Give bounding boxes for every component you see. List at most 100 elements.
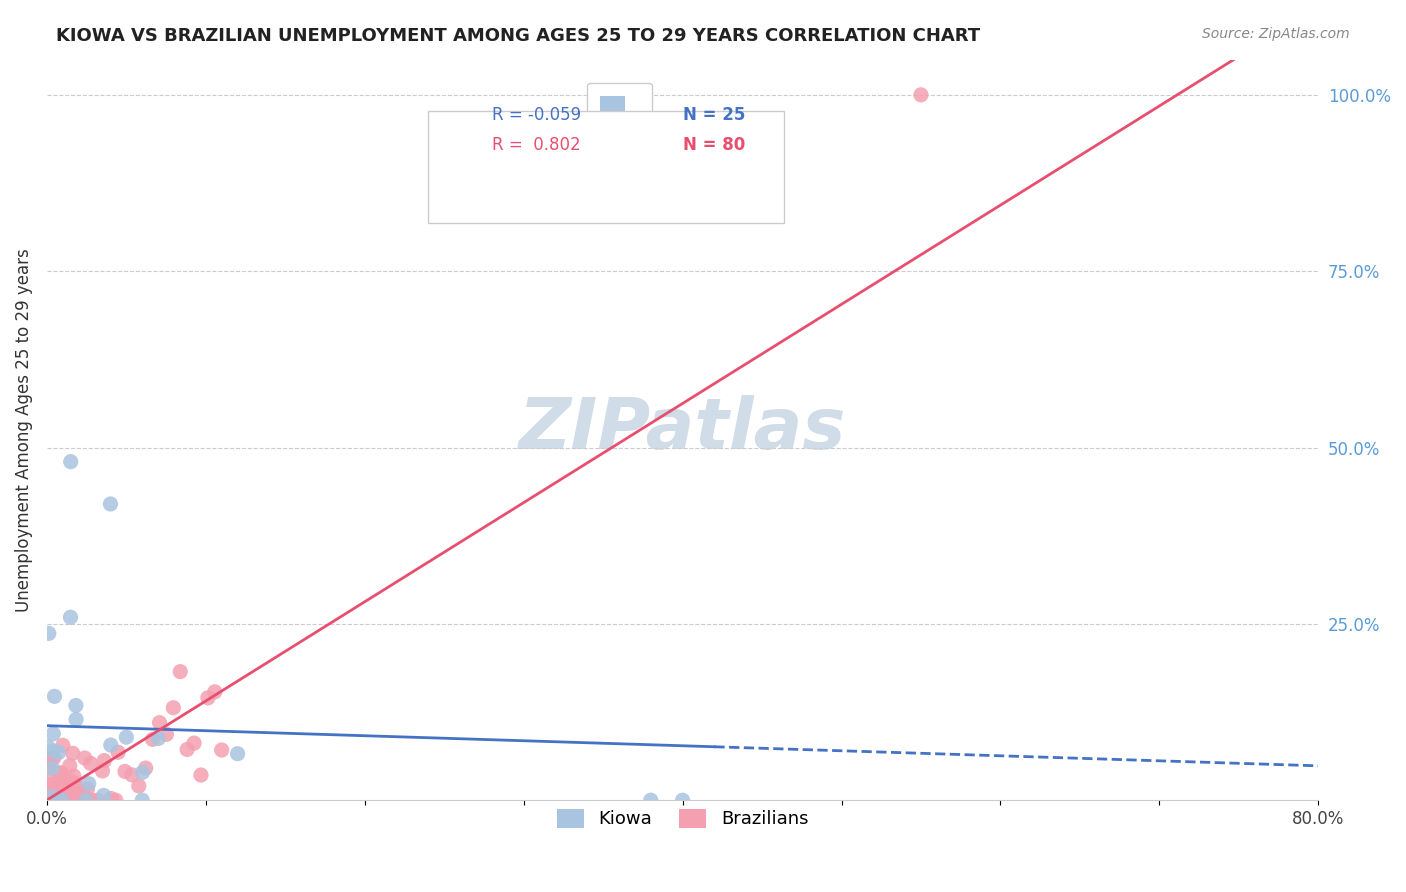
Brazilians xyxy=(107,745,129,759)
Brazilians xyxy=(148,715,170,730)
Brazilians xyxy=(37,793,59,807)
Kiowa xyxy=(48,746,70,760)
Brazilians xyxy=(59,783,82,797)
Text: Source: ZipAtlas.com: Source: ZipAtlas.com xyxy=(1202,27,1350,41)
Brazilians xyxy=(56,784,79,798)
Kiowa xyxy=(38,626,60,640)
Kiowa xyxy=(93,789,115,803)
Brazilians xyxy=(80,793,103,807)
Brazilians xyxy=(104,793,127,807)
Brazilians xyxy=(121,768,143,782)
FancyBboxPatch shape xyxy=(429,112,785,222)
Kiowa xyxy=(65,713,87,727)
Brazilians xyxy=(114,764,136,779)
Brazilians xyxy=(59,759,82,773)
Brazilians xyxy=(46,793,69,807)
Brazilians xyxy=(63,776,86,790)
Brazilians xyxy=(72,788,94,802)
Brazilians xyxy=(49,766,72,780)
Brazilians xyxy=(39,778,62,792)
Brazilians xyxy=(51,766,73,780)
Brazilians xyxy=(190,768,212,782)
Brazilians xyxy=(135,761,157,775)
Text: R =  0.802: R = 0.802 xyxy=(492,136,581,153)
Brazilians xyxy=(37,789,59,804)
Kiowa xyxy=(59,610,82,624)
Brazilians xyxy=(42,789,65,803)
Brazilians xyxy=(79,756,101,771)
Brazilians xyxy=(67,793,90,807)
Brazilians xyxy=(37,793,59,807)
Brazilians xyxy=(46,793,69,807)
Brazilians xyxy=(52,772,75,787)
Brazilians xyxy=(86,793,108,807)
Brazilians xyxy=(38,753,60,767)
Kiowa xyxy=(671,793,693,807)
Brazilians xyxy=(38,793,60,807)
Text: R = -0.059: R = -0.059 xyxy=(492,106,581,124)
Kiowa xyxy=(41,789,63,804)
Text: N = 25: N = 25 xyxy=(682,106,745,124)
Brazilians xyxy=(183,736,205,750)
Brazilians xyxy=(211,743,233,757)
Kiowa xyxy=(77,777,100,791)
Y-axis label: Unemployment Among Ages 25 to 29 years: Unemployment Among Ages 25 to 29 years xyxy=(15,248,32,612)
Brazilians xyxy=(142,732,165,747)
Brazilians xyxy=(42,793,65,807)
Brazilians xyxy=(45,793,67,807)
Brazilians xyxy=(162,700,184,714)
Brazilians xyxy=(62,769,84,783)
Kiowa xyxy=(42,744,65,758)
Brazilians xyxy=(91,764,114,778)
Brazilians xyxy=(38,793,60,807)
Brazilians xyxy=(48,766,70,780)
Brazilians xyxy=(42,793,65,807)
Brazilians xyxy=(46,793,69,807)
Brazilians xyxy=(48,793,70,807)
Brazilians xyxy=(59,793,82,807)
Brazilians xyxy=(52,793,75,807)
Kiowa xyxy=(51,793,73,807)
Brazilians xyxy=(55,789,77,804)
Brazilians xyxy=(128,779,150,793)
Kiowa xyxy=(115,730,138,744)
Brazilians xyxy=(41,752,63,766)
Brazilians xyxy=(52,739,75,753)
Brazilians xyxy=(42,793,65,807)
Brazilians xyxy=(56,778,79,792)
Kiowa xyxy=(148,731,170,746)
Brazilians xyxy=(44,780,66,795)
Brazilians xyxy=(37,793,59,807)
Kiowa xyxy=(100,497,122,511)
Kiowa xyxy=(75,793,97,807)
Brazilians xyxy=(42,793,65,807)
Kiowa xyxy=(65,698,87,713)
Brazilians xyxy=(76,781,98,796)
Brazilians xyxy=(38,793,60,807)
Brazilians xyxy=(65,780,87,795)
Brazilians xyxy=(35,793,58,807)
Brazilians xyxy=(59,793,82,807)
Brazilians xyxy=(51,793,73,807)
Legend: Kiowa, Brazilians: Kiowa, Brazilians xyxy=(550,802,815,836)
Brazilians xyxy=(197,690,219,705)
Brazilians xyxy=(42,783,65,797)
Brazilians xyxy=(37,754,59,768)
Kiowa xyxy=(131,793,153,807)
Kiowa xyxy=(41,761,63,775)
Brazilians xyxy=(72,793,94,807)
Brazilians xyxy=(169,665,191,679)
Kiowa xyxy=(100,738,122,752)
Kiowa xyxy=(37,739,59,754)
Kiowa xyxy=(42,727,65,741)
Brazilians xyxy=(55,775,77,789)
Brazilians xyxy=(62,746,84,760)
Brazilians xyxy=(93,754,115,768)
Brazilians xyxy=(100,791,122,805)
Text: N = 80: N = 80 xyxy=(682,136,745,153)
Kiowa xyxy=(44,690,66,704)
Kiowa xyxy=(640,793,662,807)
Brazilians xyxy=(176,742,198,756)
Brazilians xyxy=(41,772,63,786)
Kiowa xyxy=(59,455,82,469)
